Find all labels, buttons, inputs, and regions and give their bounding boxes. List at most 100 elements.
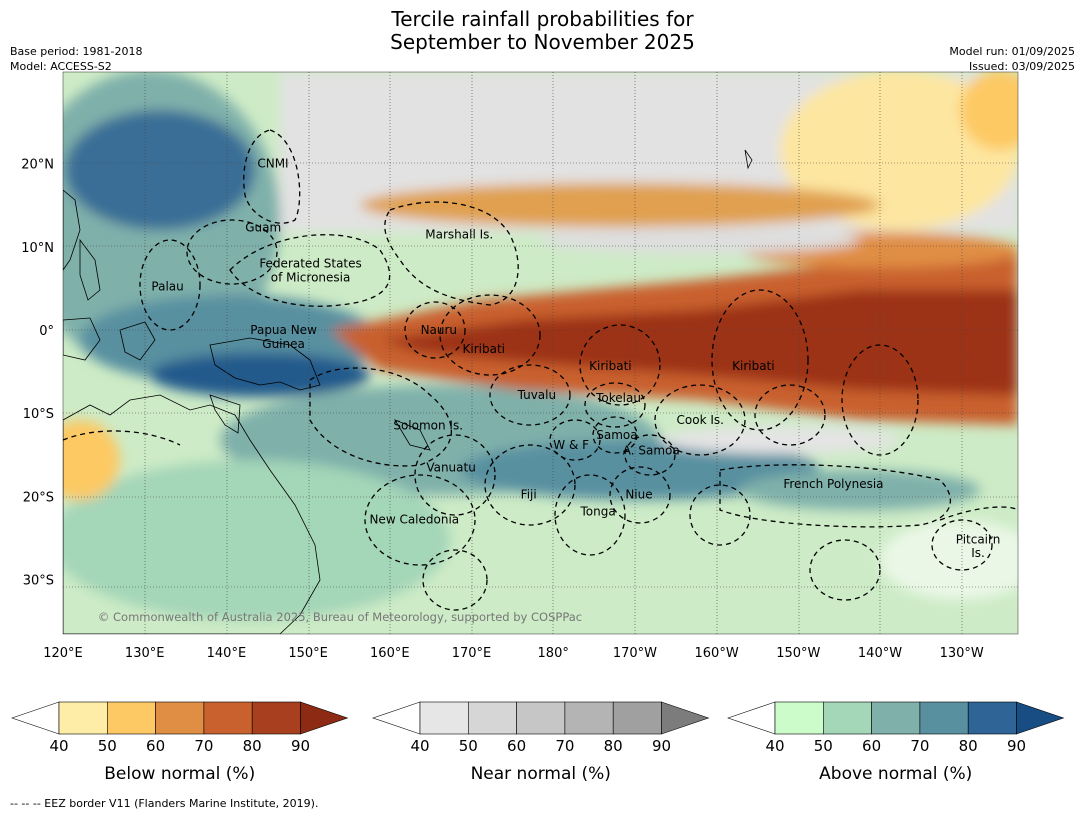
title-line-1: Tercile rainfall probabilities for (391, 7, 694, 31)
region-label: Niue (625, 488, 652, 502)
coastlines (63, 149, 753, 634)
hawaii-coastline (744, 149, 753, 170)
region-label: Guam (245, 221, 281, 235)
latitude-label: 30°S (23, 574, 54, 589)
issued-date: Issued: 03/09/2025 (968, 60, 1075, 73)
colorbar-segment (467, 701, 517, 735)
colorbar-tick: 60 (507, 737, 526, 755)
metadata-right: Model run: 01/09/2025 Issued: 03/09/2025 (949, 44, 1075, 74)
colorbar-segment (967, 701, 1017, 735)
region-label: Tuvalu (517, 388, 557, 402)
eez-cnmi (243, 129, 301, 224)
below-area-far-ne (960, 72, 1018, 150)
eez-kiribati-phoenix (579, 324, 661, 406)
region-label: Federated States (259, 256, 361, 270)
longitude-label: 140°E (207, 646, 247, 661)
eez-australia-north (63, 430, 181, 446)
new-guinea-coastline (209, 337, 321, 391)
latitude-label: 20°N (21, 158, 54, 173)
borneo-coastline (63, 317, 101, 361)
longitude-axis: 120°E 130°E 140°E 150°E 160°E 170°E 180° 170°W 1… (43, 646, 984, 661)
longitude-label: 120°E (43, 646, 83, 661)
above-area-coral-sea (63, 460, 450, 620)
above-area-png-core (150, 353, 370, 397)
longitude-label: 160°E (370, 646, 410, 661)
colorbar-tick: 70 (194, 737, 213, 755)
eez-fiji (484, 444, 576, 526)
region-label: Vanuatu (426, 460, 476, 474)
region-label: W & F (553, 438, 589, 452)
longitude-label: 170°E (452, 646, 492, 661)
region-label: CNMI (257, 157, 288, 171)
colorbar-under-triangle (372, 701, 421, 735)
eez-new-caledonia (364, 474, 476, 566)
colorbar-segment (774, 701, 824, 735)
chart-title: Tercile rainfall probabilities for Septe… (0, 8, 1085, 54)
eez-cook-central (754, 384, 826, 446)
region-labels: CNMI Guam Marshall Is. Palau Federated State… (151, 157, 1000, 560)
eez-tokelau (584, 382, 646, 428)
colorbar-segment (203, 701, 253, 735)
colorbar-segment (516, 701, 566, 735)
colorbar-segment (107, 701, 156, 735)
eez-niue (609, 466, 671, 524)
near-area-south (660, 426, 900, 454)
below-area-equatorial-core (380, 290, 1018, 395)
below-area-ne (780, 72, 1018, 230)
colorbar-tick: 40 (49, 737, 68, 755)
latitude-label: 10°S (23, 407, 54, 422)
region-label: Guinea (262, 337, 305, 351)
colorbar-segment (58, 701, 108, 735)
near-area-north (540, 226, 860, 254)
colorbar-tick: 90 (652, 737, 671, 755)
colorbar-over-triangle (300, 701, 349, 735)
colorbar-segment (419, 701, 469, 735)
colorbar-label: Above normal (%) (819, 764, 972, 784)
colorbar-segment (822, 701, 872, 735)
colorbar-tick: 50 (98, 737, 117, 755)
longitude-label: 170°W (613, 646, 657, 661)
map-frame (62, 71, 1019, 635)
region-label: Solomon Is. (393, 419, 463, 433)
sulawesi-coastline (119, 321, 156, 361)
colorbar-tick: 40 (765, 737, 784, 755)
colorbar-tick: 90 (1007, 737, 1026, 755)
eez-borders (63, 129, 1018, 611)
colorbar-segment (564, 701, 614, 735)
above-area-french-polynesia (740, 470, 980, 510)
colorbar-tick: 60 (862, 737, 881, 755)
region-label: Samoa (596, 428, 637, 442)
colorbar-near: 40 50 60 70 80 90 Near normal (%) (372, 701, 710, 784)
eez-tonga (554, 474, 626, 556)
region-label: Cook Is. (677, 413, 724, 427)
region-label: Tonga (580, 504, 616, 518)
longitude-label: 150°E (288, 646, 328, 661)
region-label: Fiji (521, 488, 537, 502)
region-label: Nauru (421, 323, 457, 337)
eez-kiribati-gilbert (439, 294, 541, 376)
region-label: French Polynesia (783, 477, 883, 491)
region-label: Tokelau (595, 391, 641, 405)
colorbar-segment (155, 701, 205, 735)
colorbar-tick: 50 (814, 737, 833, 755)
colorbar-tick: 60 (146, 737, 165, 755)
eez-marquesas (841, 344, 919, 456)
near-area-southeast (880, 520, 1018, 600)
colorbar-tick: 70 (910, 737, 929, 755)
longitude-label: 130°E (125, 646, 165, 661)
region-label: Kiribati (732, 359, 774, 373)
eez-guam (186, 219, 278, 285)
colorbar-segment (612, 701, 662, 735)
map-field: CNMI Guam Marshall Is. Palau Federated State… (63, 72, 1018, 634)
region-label: New Caledonia (369, 513, 459, 527)
eez-austral (809, 539, 881, 601)
colorbar-tick: 40 (410, 737, 429, 755)
above-area-spcz-east (460, 440, 820, 500)
region-label: Papua New (250, 323, 317, 337)
metadata-left: Base period: 1981-2018 Model: ACCESS-S2 (10, 44, 142, 74)
colorbar-tick: 80 (959, 737, 978, 755)
region-label: Kiribati (589, 359, 631, 373)
eez-footnote: -- -- -- EEZ border V11 (Flanders Marine… (10, 797, 319, 810)
base-period: Base period: 1981-2018 (10, 45, 143, 58)
solomon-coastline (394, 419, 431, 451)
